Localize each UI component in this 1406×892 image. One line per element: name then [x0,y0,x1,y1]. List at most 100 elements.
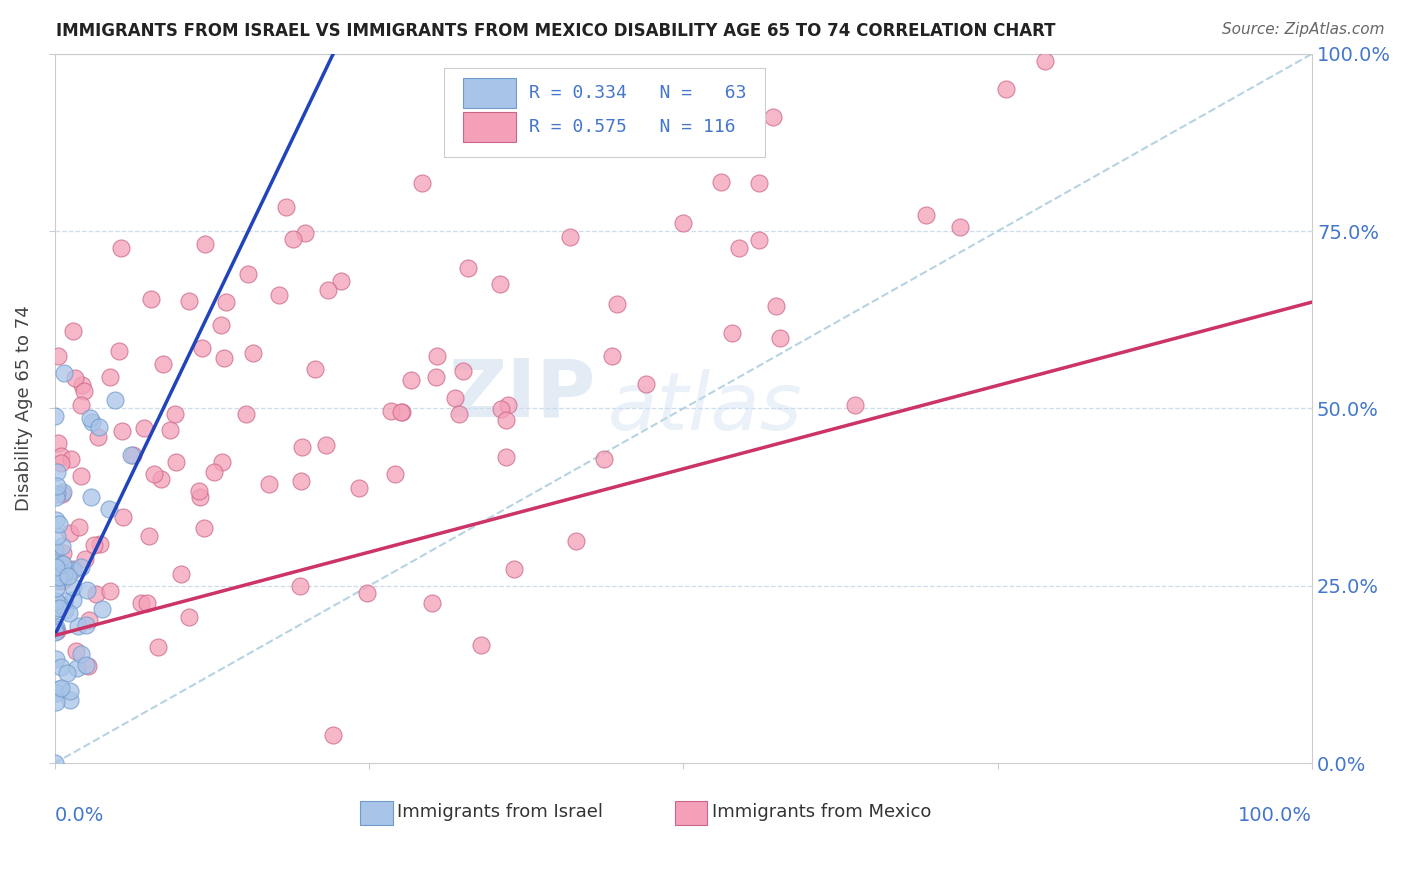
Point [110,241,132,255]
Point [384,467,406,481]
FancyBboxPatch shape [444,68,765,157]
Point [457,261,479,276]
Point [77,659,100,673]
Point [49,456,72,470]
Point [84,587,107,601]
Point [447,407,470,421]
Point [55,666,77,681]
Point [46,436,69,450]
Point [70,398,93,412]
Point [188,490,211,504]
Point [112,510,135,524]
Point [62,563,84,577]
Point [51,449,73,463]
Point [211,455,233,469]
Point [606,297,628,311]
Point [138,529,160,543]
Point [179,610,201,624]
Point [322,728,344,742]
Text: IMMIGRANTS FROM ISRAEL VS IMMIGRANTS FROM MEXICO DISABILITY AGE 65 TO 74 CORRELA: IMMIGRANTS FROM ISRAEL VS IMMIGRANTS FRO… [56,22,1056,40]
FancyBboxPatch shape [463,112,516,142]
Point [45,594,67,608]
Point [564,534,586,549]
Point [44,603,66,617]
Point [76,582,98,597]
Point [560,229,582,244]
Point [391,405,413,419]
Text: ZIP: ZIP [449,355,595,434]
Point [44,625,66,640]
Point [58,606,80,620]
Text: R = 0.334   N =   63: R = 0.334 N = 63 [529,84,747,102]
Point [120,449,142,463]
Point [470,638,492,652]
Point [65,644,87,658]
Point [315,438,337,452]
Point [46,465,69,479]
Point [45,487,67,501]
Point [60,451,83,466]
Point [257,477,280,491]
Point [592,451,614,466]
Point [46,479,69,493]
Point [79,411,101,425]
Point [67,520,90,534]
Point [129,596,152,610]
Point [70,378,93,392]
Point [420,596,443,610]
Point [728,241,751,255]
Point [53,603,76,617]
Point [276,200,298,214]
Point [45,685,67,699]
Point [62,593,84,607]
Point [844,399,866,413]
Point [488,277,510,291]
Point [45,695,67,709]
Point [66,618,89,632]
Point [425,370,447,384]
Point [235,407,257,421]
Point [44,542,66,557]
Point [59,526,82,541]
Point [45,624,67,638]
Point [748,233,770,247]
Point [288,579,311,593]
Point [121,448,143,462]
Point [316,283,339,297]
Point [111,424,134,438]
Point [89,537,111,551]
Point [132,421,155,435]
Point [104,392,127,407]
Point [291,440,314,454]
Point [915,209,938,223]
Point [46,529,69,543]
Point [236,268,259,282]
Text: atlas: atlas [607,369,803,448]
Point [51,681,73,695]
Point [503,562,526,576]
Point [194,236,217,251]
Y-axis label: Disability Age 65 to 74: Disability Age 65 to 74 [15,306,32,511]
Point [411,176,433,190]
Text: R = 0.575   N = 116: R = 0.575 N = 116 [529,118,735,136]
Point [721,326,744,341]
Text: 0.0%: 0.0% [55,805,104,825]
Point [53,594,76,608]
Point [329,274,352,288]
Point [98,501,121,516]
Point [80,415,103,429]
Point [304,361,326,376]
Text: Immigrants from Israel: Immigrants from Israel [396,803,603,821]
Point [73,384,96,399]
Text: 100.0%: 100.0% [1239,805,1312,825]
Point [191,341,214,355]
Point [389,405,412,419]
Point [70,647,93,661]
Point [294,226,316,240]
Point [159,423,181,437]
Point [87,430,110,444]
Point [949,219,972,234]
Point [66,661,89,675]
Point [75,618,97,632]
Point [62,325,84,339]
